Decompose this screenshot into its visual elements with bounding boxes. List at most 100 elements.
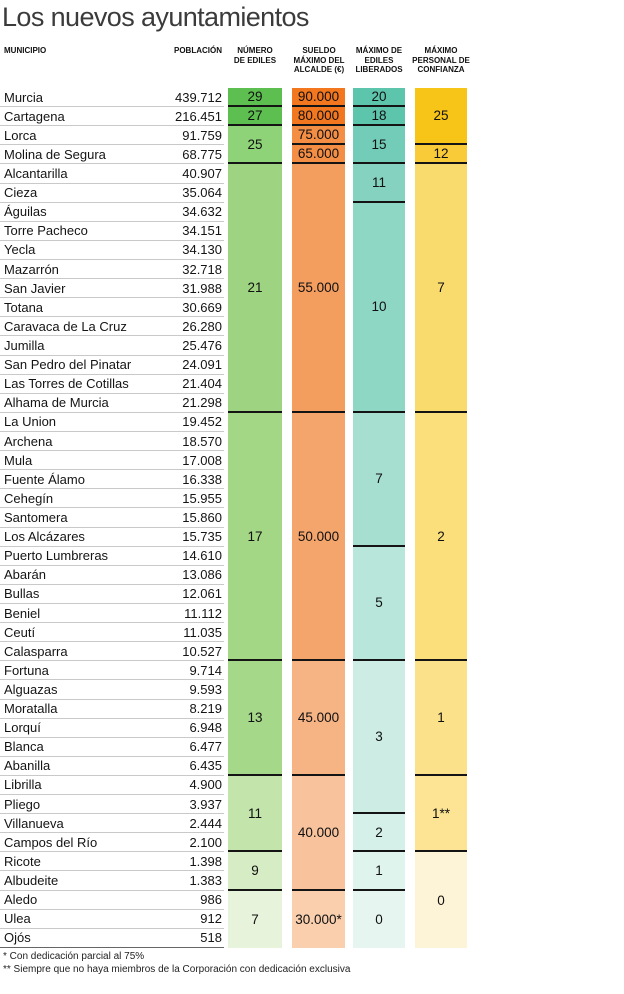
confianza-cell: 2 bbox=[415, 412, 467, 662]
municipality-name: Cieza bbox=[4, 185, 38, 201]
sueldo-value: 90.000 bbox=[297, 89, 340, 105]
municipality-name: Ceutí bbox=[4, 624, 36, 640]
population-value: 11.112 bbox=[184, 605, 222, 621]
municipality-list: Murcia 439.712 Cartagena 216.451 Lorca 91.759… bbox=[0, 88, 224, 948]
municipality-name: Puerto Lumbreras bbox=[4, 548, 109, 564]
table-row: Totana 30.669 bbox=[0, 298, 224, 318]
table-row: San Javier 31.988 bbox=[0, 279, 224, 299]
liberados-cell: 10 bbox=[353, 202, 405, 413]
municipality-name: Alhama de Murcia bbox=[4, 395, 109, 411]
ediles-value: 17 bbox=[247, 528, 263, 544]
table-row: Yecla 34.130 bbox=[0, 241, 224, 260]
population-value: 34.151 bbox=[182, 223, 222, 239]
population-value: 19.452 bbox=[182, 414, 222, 430]
population-value: 15.955 bbox=[182, 490, 222, 506]
municipality-name: Abanilla bbox=[4, 758, 51, 774]
confianza-value: 1 bbox=[437, 710, 445, 726]
population-value: 986 bbox=[200, 892, 222, 908]
ediles-cell: 13 bbox=[228, 661, 282, 776]
population-value: 2.100 bbox=[189, 834, 222, 850]
table-row: Santomera 15.860 bbox=[0, 508, 224, 528]
municipality-name: San Javier bbox=[4, 280, 66, 296]
population-value: 32.718 bbox=[182, 261, 222, 277]
column-liberados: 20 18 15 11 10 7 5 3 2 1 0 bbox=[353, 88, 405, 948]
column-header-confianza: MÁXIMO PERSONAL DE CONFIANZA bbox=[412, 46, 470, 74]
confianza-cell: 0 bbox=[415, 852, 467, 948]
column-header-poblacion: POBLACIÓN bbox=[174, 46, 222, 55]
sueldo-value: 40.000 bbox=[297, 824, 340, 840]
population-value: 912 bbox=[200, 911, 222, 927]
municipality-name: Fortuna bbox=[4, 662, 49, 678]
column-header-sueldo: SUELDO MÁXIMO DEL ALCALDE (€) bbox=[293, 46, 345, 74]
population-value: 26.280 bbox=[182, 318, 222, 334]
liberados-value: 1 bbox=[375, 863, 383, 878]
population-value: 3.937 bbox=[189, 796, 222, 812]
confianza-value: 2 bbox=[437, 528, 445, 544]
sueldo-value: 55.000 bbox=[297, 280, 340, 296]
liberados-value: 11 bbox=[371, 175, 386, 191]
liberados-value: 20 bbox=[371, 89, 387, 105]
table-row: Ricote 1.398 bbox=[0, 852, 224, 872]
population-value: 216.451 bbox=[175, 108, 222, 124]
table-row: Molina de Segura 68.775 bbox=[0, 145, 224, 165]
table-row: Águilas 34.632 bbox=[0, 203, 224, 222]
municipality-name: Torre Pacheco bbox=[4, 223, 88, 239]
population-value: 34.130 bbox=[182, 242, 222, 258]
population-value: 31.988 bbox=[182, 280, 222, 296]
table-row: Pliego 3.937 bbox=[0, 795, 224, 815]
table-row: Puerto Lumbreras 14.610 bbox=[0, 547, 224, 566]
sueldo-cell: 30.000* bbox=[292, 890, 345, 948]
sueldo-cell: 75.000 bbox=[292, 126, 345, 146]
population-value: 11.035 bbox=[183, 624, 222, 640]
ediles-cell: 17 bbox=[228, 412, 282, 662]
municipality-name: Cehegín bbox=[4, 490, 54, 506]
sueldo-value: 45.000 bbox=[297, 710, 340, 726]
ediles-cell: 11 bbox=[228, 775, 282, 853]
municipality-name: Beniel bbox=[4, 605, 41, 621]
page-title: Los nuevos ayuntamientos bbox=[2, 2, 309, 32]
population-value: 21.298 bbox=[182, 395, 222, 411]
table-row: La Union 19.452 bbox=[0, 413, 224, 432]
municipality-name: Santomera bbox=[4, 509, 68, 525]
municipality-name: Jumilla bbox=[4, 337, 45, 353]
population-value: 518 bbox=[200, 930, 222, 946]
table-row: Lorca 91.759 bbox=[0, 126, 224, 146]
ediles-value: 21 bbox=[247, 280, 263, 296]
sueldo-value: 50.000 bbox=[297, 528, 340, 544]
table-row: Alcantarilla 40.907 bbox=[0, 164, 224, 184]
municipality-name: Lorquí bbox=[4, 720, 41, 736]
municipality-name: Ulea bbox=[4, 911, 31, 927]
table-row: Cehegín 15.955 bbox=[0, 489, 224, 509]
population-value: 2.444 bbox=[189, 815, 222, 831]
table-row: Calasparra 10.527 bbox=[0, 642, 224, 662]
table-row: Jumilla 25.476 bbox=[0, 336, 224, 356]
population-value: 13.086 bbox=[182, 567, 222, 583]
table-row: Aledo 986 bbox=[0, 891, 224, 910]
population-value: 1.398 bbox=[189, 853, 222, 869]
column-sueldo: 90.000 80.000 75.000 65.000 55.000 50.000 45.0… bbox=[292, 88, 345, 948]
municipality-name: Las Torres de Cotillas bbox=[4, 376, 129, 392]
table-row: Los Alcázares 15.735 bbox=[0, 528, 224, 547]
ediles-cell: 21 bbox=[228, 164, 282, 413]
ediles-value: 29 bbox=[247, 89, 263, 105]
population-value: 6.435 bbox=[189, 758, 222, 774]
sueldo-value: 75.000 bbox=[297, 127, 340, 143]
confianza-cell: 1 bbox=[415, 661, 467, 776]
table-row: Villanueva 2.444 bbox=[0, 814, 224, 834]
column-header-ediles: NÚMERO DE EDILES bbox=[233, 46, 277, 65]
ediles-value: 13 bbox=[247, 710, 263, 726]
population-value: 34.632 bbox=[182, 204, 222, 220]
municipality-name: Mula bbox=[4, 452, 33, 468]
table-row: Librilla 4.900 bbox=[0, 776, 224, 796]
liberados-value: 0 bbox=[375, 911, 383, 927]
confianza-value: 0 bbox=[437, 892, 445, 908]
ediles-cell: 27 bbox=[228, 107, 282, 127]
municipality-name: Abarán bbox=[4, 567, 46, 583]
footnote-1: * Con dedicación parcial al 75% bbox=[3, 951, 145, 962]
data-table: Murcia 439.712 Cartagena 216.451 Lorca 91.759… bbox=[0, 88, 624, 948]
municipality-name: Ricote bbox=[4, 853, 41, 869]
table-row: Ojós 518 bbox=[0, 929, 224, 948]
table-row: Caravaca de La Cruz 26.280 bbox=[0, 317, 224, 337]
sueldo-value: 30.000* bbox=[295, 911, 342, 927]
